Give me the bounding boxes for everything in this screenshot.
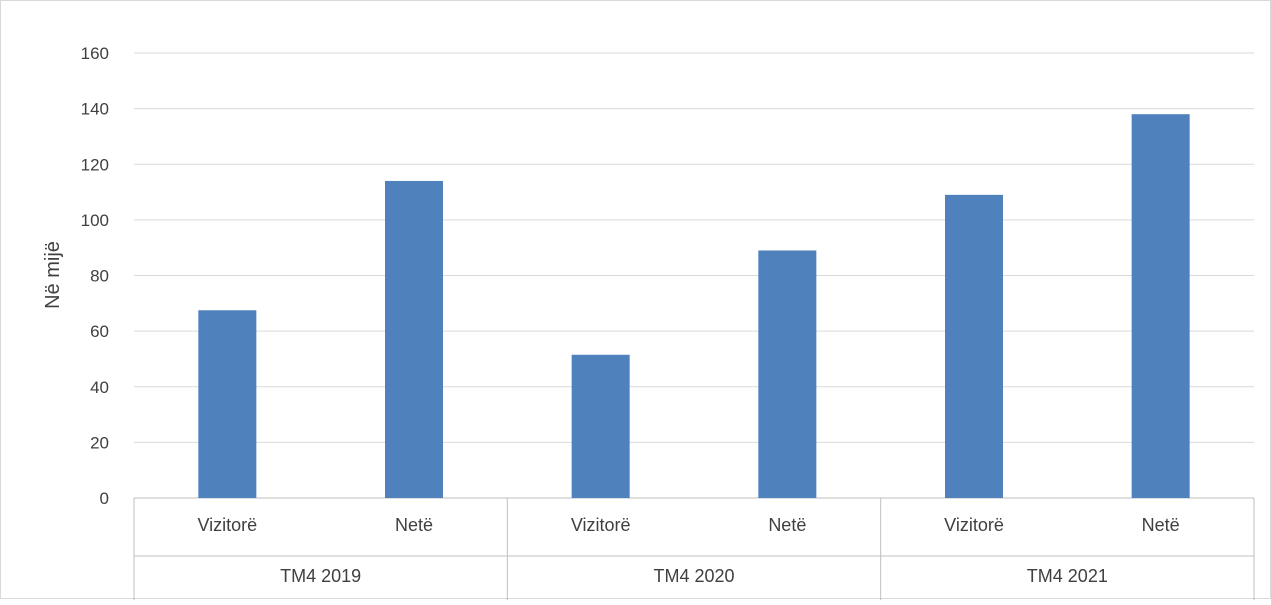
y-tick-label: 120 [81,155,109,174]
bar [571,354,630,498]
bar [198,310,257,498]
x-group-label: TM4 2019 [280,566,361,586]
y-axis-ticks: 0 20 40 60 80 100 120 140 160 [81,44,109,508]
gridlines [134,52,1254,499]
y-tick-label: 80 [90,267,109,286]
bars [198,114,1190,498]
y-tick-label: 100 [81,211,109,230]
y-tick-label: 140 [81,100,109,119]
x-group-label: TM4 2021 [1027,566,1108,586]
x-category-label: Vizitorë [944,515,1004,535]
y-tick-label: 60 [90,322,109,341]
y-tick-label: 160 [81,44,109,63]
bar [1131,114,1190,498]
y-axis-label: Në mijë [42,241,64,309]
x-category-label: Netë [768,515,806,535]
x-category-label: Vizitorë [571,515,631,535]
x-group-label: TM4 2020 [653,566,734,586]
x-axis: Vizitorë Netë TM4 2019 Vizitorë Netë TM4 2020… [133,498,1255,600]
y-tick-label: 20 [90,433,109,452]
x-category-label: Vizitorë [197,515,257,535]
x-category-label: Netë [395,515,433,535]
bar [758,250,817,498]
y-tick-label: 40 [90,378,109,397]
y-tick-label: 0 [100,489,109,508]
bar [385,180,443,498]
bar [945,194,1003,498]
x-category-label: Netë [1142,515,1180,535]
